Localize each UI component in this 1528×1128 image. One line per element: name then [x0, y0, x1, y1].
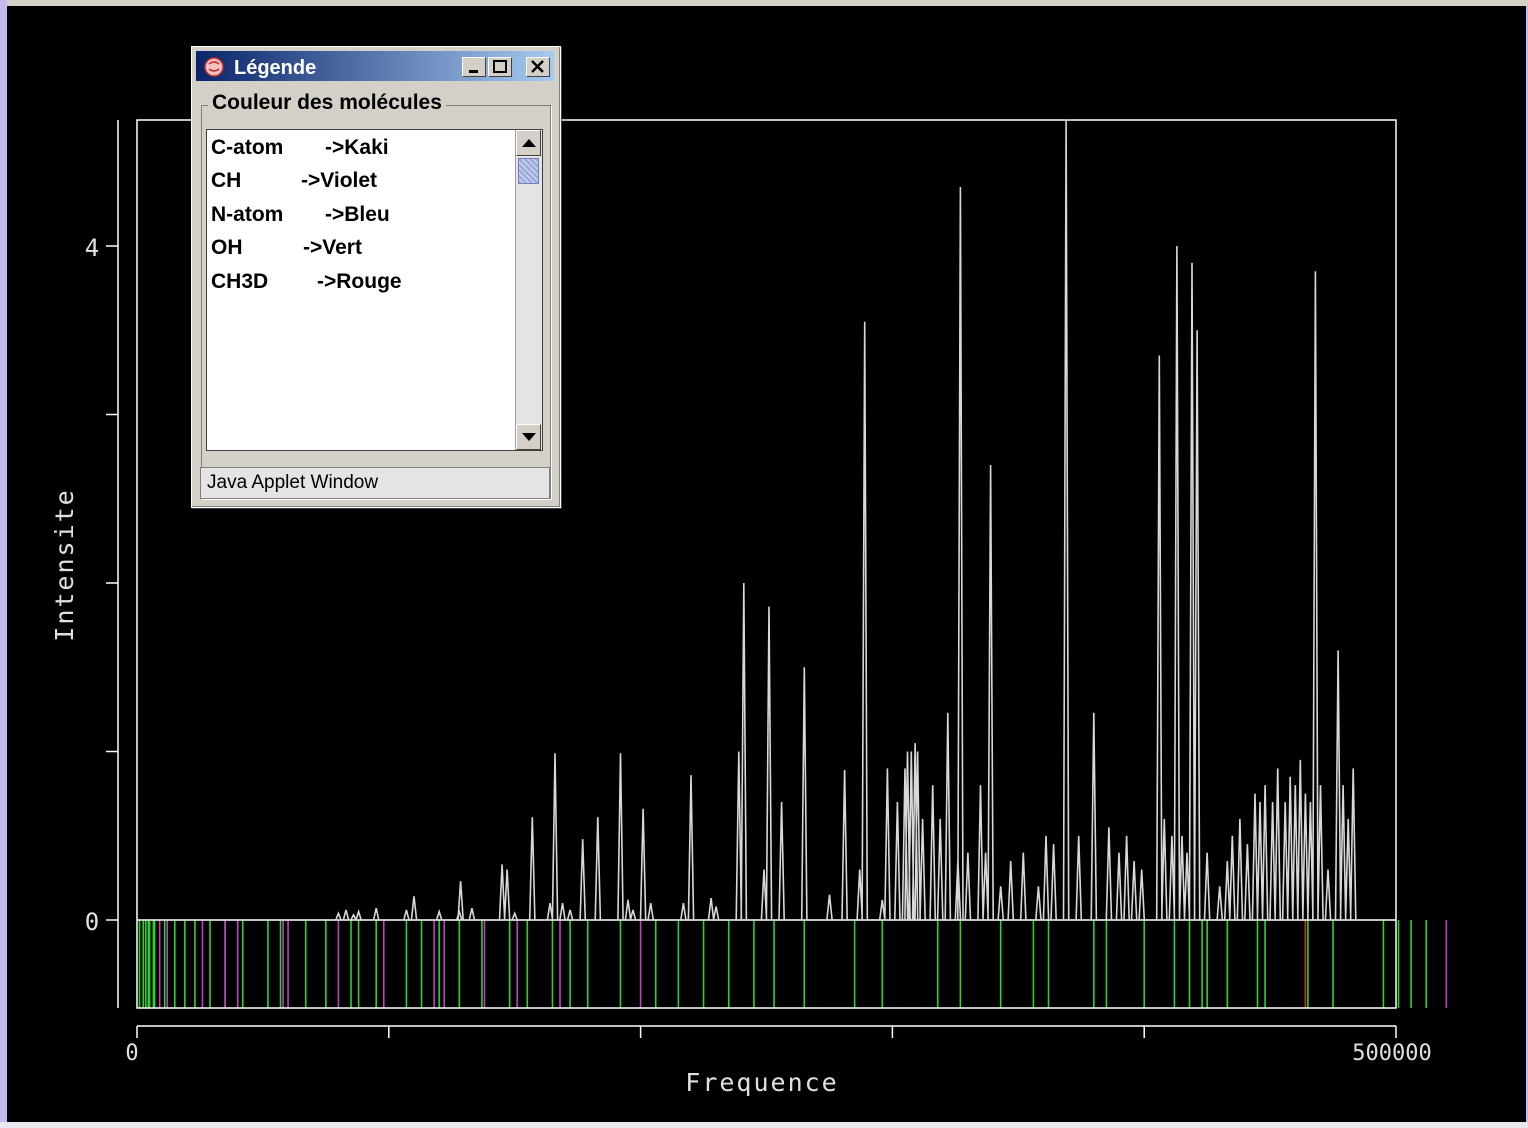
- legend-item-name: CH: [211, 169, 242, 192]
- plot-frame: [136, 119, 1397, 1009]
- legend-item-color: ->Kaki: [325, 136, 389, 159]
- legend-titlebar[interactable]: Légende: [196, 51, 554, 81]
- scroll-down-icon: [522, 433, 536, 441]
- browser-left-edge: [0, 0, 7, 1128]
- maximize-icon: [493, 60, 507, 73]
- legend-item-color: ->Vert: [303, 236, 362, 259]
- y-tick-label-4: 4: [85, 234, 99, 262]
- legend-item-color: ->Violet: [301, 169, 378, 192]
- x-ticks: [136, 1026, 1397, 1038]
- legend-window[interactable]: Légende Couleur des molécules C-atom ->K…: [191, 46, 561, 508]
- legend-title: Légende: [234, 57, 317, 79]
- legend-item-name: N-atom: [211, 203, 284, 226]
- scroll-up-button[interactable]: [516, 130, 541, 156]
- minimize-icon: [469, 70, 478, 73]
- scroll-up-icon: [522, 139, 536, 147]
- molecule-lines-layer: [138, 920, 1448, 1008]
- legend-scrollbar[interactable]: [515, 130, 542, 450]
- spectrum-series: [137, 119, 1396, 921]
- legend-item-name: C-atom: [211, 136, 284, 159]
- maximize-button[interactable]: [488, 57, 512, 77]
- x-axis-label: Frequence: [685, 1068, 838, 1097]
- group-label: Couleur des molécules: [208, 91, 446, 115]
- browser-top-edge: [0, 0, 1528, 6]
- x-tick-label-500000: 500000: [1352, 1041, 1431, 1066]
- scroll-thumb[interactable]: [518, 158, 539, 184]
- y-axis-label: Intensite: [50, 488, 79, 641]
- legend-list[interactable]: C-atom ->Kaki CH ->Violet N-atom ->Bleu …: [206, 129, 543, 451]
- legend-item-color: ->Rouge: [317, 270, 402, 293]
- y-ticks: [106, 245, 118, 921]
- x-tick-label-0: 0: [125, 1041, 138, 1066]
- y-tick-label-0: 0: [85, 908, 99, 936]
- scroll-down-button[interactable]: [516, 424, 541, 450]
- browser-bottom-edge: [0, 1122, 1528, 1128]
- close-button[interactable]: [526, 57, 550, 77]
- applet-status-bar: Java Applet Window: [200, 467, 550, 499]
- legend-item-color: ->Bleu: [325, 203, 390, 226]
- close-icon: [531, 60, 544, 73]
- minimize-button[interactable]: [462, 57, 486, 77]
- legend-item-name: OH: [211, 236, 243, 259]
- java-app-icon: [204, 57, 224, 77]
- legend-item-name: CH3D: [211, 270, 269, 293]
